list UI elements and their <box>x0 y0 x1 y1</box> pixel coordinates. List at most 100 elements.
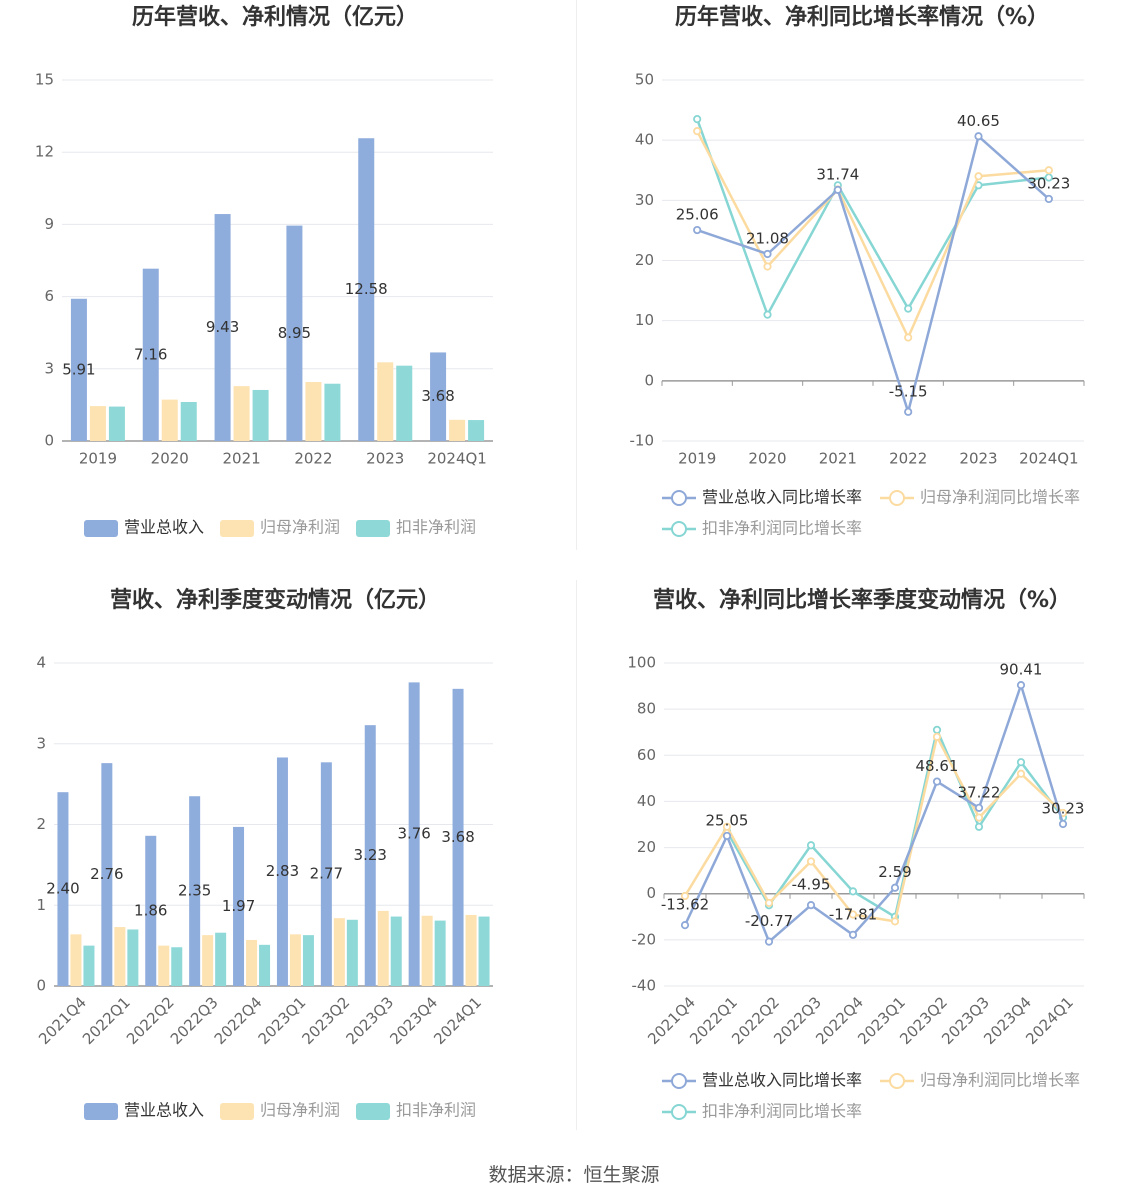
legend-marker <box>671 1073 687 1089</box>
y-tick-label: 20 <box>635 251 654 269</box>
data-label: 1.97 <box>222 897 255 915</box>
bar <box>390 916 402 986</box>
data-label: 90.41 <box>1000 661 1043 679</box>
data-point <box>1044 194 1053 204</box>
data-label: 40.65 <box>957 112 1000 130</box>
x-tick-label: 2022Q2 <box>123 993 178 1048</box>
bar <box>161 399 178 441</box>
bar <box>302 935 314 986</box>
vertical-divider-bottom <box>576 580 577 1130</box>
data-label: 3.68 <box>441 828 474 846</box>
chart-layer: 历年营收、净利情况（亿元） 0 3 6 9 12 15 2019 2020 2021 2022 202… <box>35 4 493 537</box>
data-label: 3.23 <box>354 846 387 864</box>
legend-label: 归母净利润同比增长率 <box>920 1071 1080 1090</box>
chart-title: 营收、净利同比增长率季度变动情况（%） <box>653 587 1071 613</box>
chart-layer: 历年营收、净利同比增长率情况（%） -10 0 10 20 30 40 50 2019 2020 2… <box>630 4 1085 538</box>
data-point <box>974 132 983 141</box>
bar <box>158 945 170 986</box>
y-tick-label: 100 <box>627 654 656 672</box>
bar <box>246 939 258 986</box>
legend-label: 扣非净利润同比增长率 <box>702 1102 862 1121</box>
y-tick-label: 20 <box>637 838 656 856</box>
data-label: 37.22 <box>958 783 1001 801</box>
x-tick-label: 2020 <box>151 450 189 468</box>
bar <box>478 916 490 986</box>
data-label: 25.05 <box>706 811 749 829</box>
data-point <box>932 732 942 741</box>
bar <box>358 138 375 441</box>
x-tick-label: 2020 <box>748 450 786 468</box>
data-point <box>890 917 900 926</box>
data-point <box>1058 819 1068 829</box>
data-point <box>848 887 858 896</box>
data-point <box>890 883 900 892</box>
data-point <box>974 172 983 181</box>
bar <box>142 268 159 441</box>
legend-swatch <box>84 520 118 537</box>
y-tick-label: 80 <box>637 700 656 718</box>
data-label: 9.43 <box>206 318 239 336</box>
x-tick-label: 2024Q1 <box>1019 450 1079 468</box>
data-point <box>848 910 858 919</box>
bar <box>377 910 389 986</box>
data-label: 30.23 <box>1027 174 1070 192</box>
bar <box>189 796 201 986</box>
y-tick-label: 0 <box>644 371 654 389</box>
data-point <box>974 803 984 812</box>
data-label: 3.68 <box>421 387 454 405</box>
data-point <box>1016 758 1026 767</box>
bar <box>180 402 197 441</box>
legend-label: 归母净利润同比增长率 <box>920 488 1080 507</box>
bar <box>465 914 477 986</box>
series-line <box>683 683 1065 943</box>
y-tick-label: -20 <box>632 930 657 948</box>
chart-title: 营收、净利季度变动情况（亿元） <box>110 587 440 613</box>
series-line <box>695 118 1049 316</box>
annual-bar-chart-panel: 历年营收、净利情况（亿元） 0 3 6 9 12 15 2019 2020 2021 2022 202… <box>0 0 574 580</box>
legend-label: 归母净利润 <box>260 1101 340 1120</box>
x-tick-label: 2023Q4 <box>386 993 441 1048</box>
data-label: 12.58 <box>345 280 388 298</box>
data-point <box>680 891 690 901</box>
legend-marker <box>889 490 905 506</box>
x-tick-label: 2023Q2 <box>299 993 354 1048</box>
x-tick-label: 2023Q3 <box>342 993 397 1048</box>
y-tick-label: 12 <box>35 143 54 161</box>
bar <box>320 762 332 986</box>
y-tick-label: 40 <box>635 131 654 149</box>
legend-marker <box>671 490 687 506</box>
data-label: 3.76 <box>397 825 430 843</box>
y-tick-label: 3 <box>36 734 46 752</box>
x-tick-label: 2021Q4 <box>35 993 90 1048</box>
y-tick-label: 2 <box>36 815 46 833</box>
data-point <box>693 127 702 136</box>
legend-label: 扣非净利润 <box>396 518 476 537</box>
bar <box>214 214 231 441</box>
chart-layer: 营收、净利季度变动情况（亿元）012342021Q42022Q12022Q220… <box>35 587 493 1120</box>
data-label: 2.35 <box>178 882 211 900</box>
data-point <box>764 937 774 946</box>
bar <box>252 389 269 441</box>
data-point <box>904 333 913 342</box>
annual-growth-chart: 历年营收、净利同比增长率情况（%） -10 0 10 20 30 40 50 2019 2020 2… <box>630 4 1085 538</box>
bar <box>202 935 214 986</box>
bar <box>145 835 157 986</box>
bar <box>333 918 345 986</box>
data-point <box>1044 166 1053 175</box>
chart-layer: 营收、净利同比增长率季度变动情况（%）-40-20020406080100202… <box>627 587 1085 1121</box>
data-label: 2.59 <box>878 863 911 881</box>
bar <box>449 419 466 441</box>
legend-marker <box>671 1104 687 1120</box>
quarterly-growth-chart: 营收、净利同比增长率季度变动情况（%）-40-20020406080100202… <box>627 587 1085 1121</box>
data-label: -5.15 <box>889 382 928 400</box>
data-point <box>806 841 816 850</box>
bar <box>324 383 341 441</box>
y-tick-label: -40 <box>632 977 657 995</box>
data-point <box>722 822 732 831</box>
y-tick-label: 3 <box>44 359 54 377</box>
data-label: 2.83 <box>266 862 299 880</box>
data-label: 1.86 <box>134 901 167 919</box>
bar <box>70 298 87 441</box>
bar <box>233 386 250 441</box>
data-label: -13.62 <box>661 896 709 914</box>
